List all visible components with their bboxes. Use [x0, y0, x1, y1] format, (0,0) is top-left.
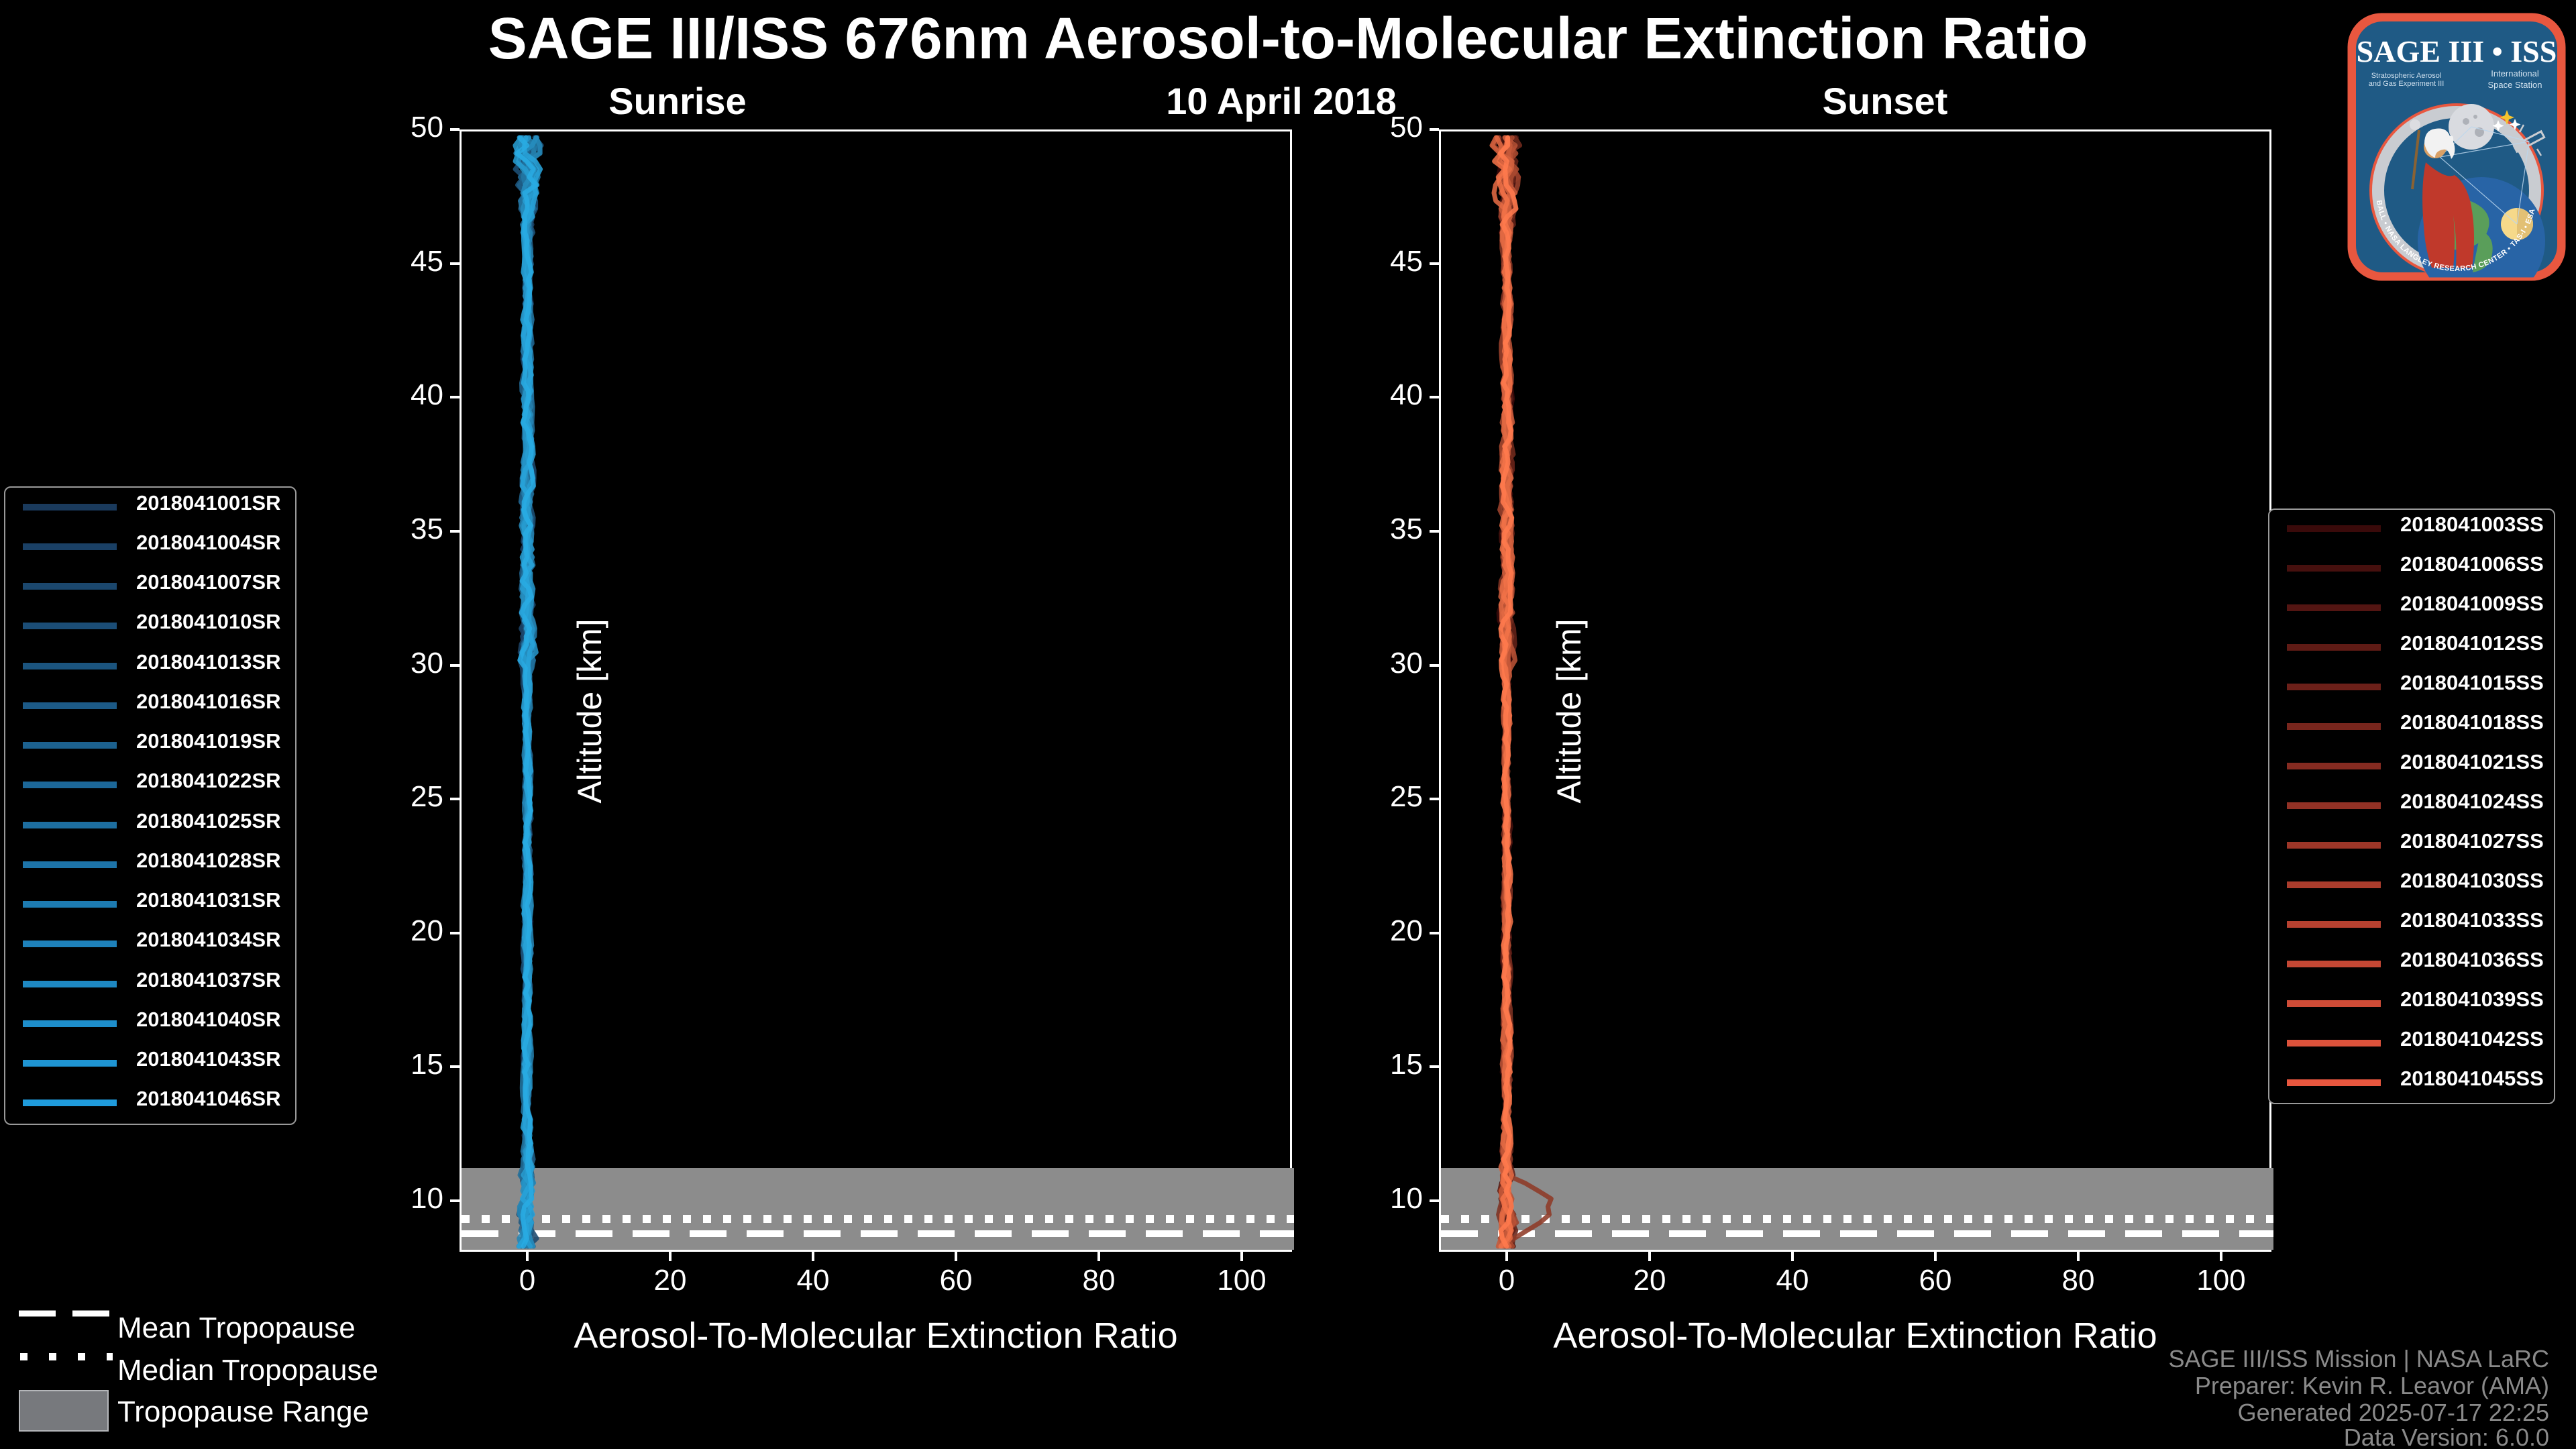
svg-text:International: International	[2491, 68, 2539, 78]
svg-text:and Gas Experiment III: and Gas Experiment III	[2369, 80, 2445, 88]
svg-text:Space Station: Space Station	[2488, 80, 2542, 90]
svg-text:SAGE III • ISS: SAGE III • ISS	[2357, 34, 2557, 68]
svg-text:Stratospheric Aerosol: Stratospheric Aerosol	[2371, 72, 2442, 80]
